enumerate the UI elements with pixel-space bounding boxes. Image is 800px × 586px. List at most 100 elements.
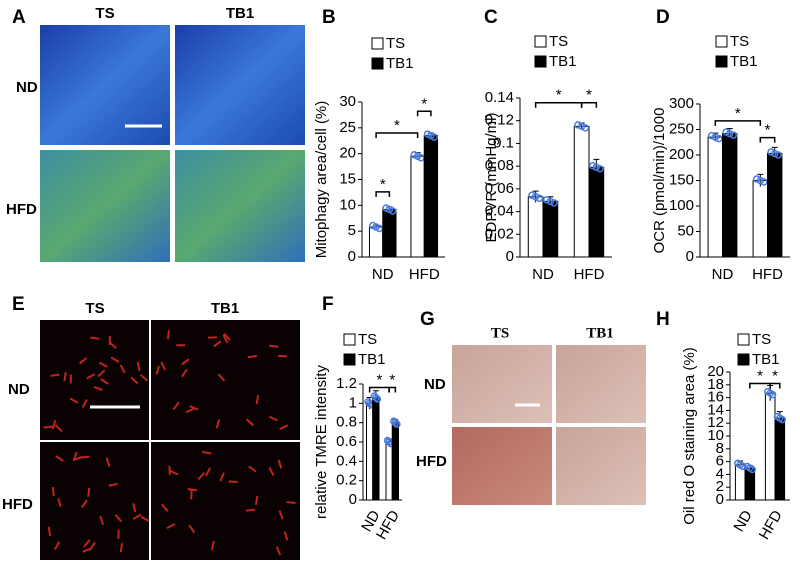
sig-star: *: [394, 117, 400, 134]
y-tick-label: 0: [686, 248, 694, 265]
sig-star: *: [772, 367, 778, 384]
bar: [708, 137, 722, 257]
x-tick-label: HFD: [409, 266, 440, 283]
cell: [246, 510, 255, 511]
sig-star: *: [556, 87, 562, 104]
y-tick-label: 0.4: [336, 452, 357, 469]
legend-label: TS: [386, 35, 405, 52]
legend-label: TB1: [730, 53, 758, 70]
y-axis-title: relative TMRE intensity: [313, 365, 330, 519]
sig-star: *: [380, 176, 386, 193]
x-tick-label: HFD: [752, 266, 783, 283]
cell: [229, 481, 238, 482]
legend-label: TB1: [358, 351, 386, 368]
bar: [735, 465, 745, 500]
y-tick-label: 200: [669, 146, 694, 163]
legend-swatch: [535, 36, 546, 47]
panel-letter: G: [420, 309, 435, 330]
y-tick-label: 0.04: [485, 203, 514, 220]
x-tick-label: HFD: [574, 266, 605, 283]
row-label: ND: [424, 376, 446, 393]
y-tick-label: 10: [339, 196, 356, 213]
panel-letter: A: [12, 7, 26, 28]
x-tick-label: ND: [730, 507, 756, 534]
panel-letter: D: [656, 7, 670, 28]
row-label: HFD: [2, 496, 33, 513]
bar: [383, 209, 396, 257]
x-tick-label: ND: [712, 266, 734, 283]
y-axis-title: Mitophagy area/cell (%): [313, 101, 330, 259]
y-tick-label: 300: [669, 95, 694, 112]
panel-letter: C: [484, 7, 498, 28]
legend-label: TB1: [386, 55, 414, 72]
micrograph: [40, 150, 170, 262]
bar: [392, 423, 398, 500]
cell: [121, 543, 122, 552]
y-tick-label: 0: [348, 248, 356, 265]
column-label: TS: [95, 5, 114, 22]
legend-label: TS: [549, 33, 568, 50]
legend-label: TB1: [549, 53, 577, 70]
y-tick-label: 0.8: [336, 414, 357, 431]
y-tick-label: 250: [669, 120, 694, 137]
legend-swatch: [738, 354, 749, 365]
legend-swatch: [372, 58, 383, 69]
y-axis-title: Oil red O staining area (%): [681, 347, 698, 525]
sig-star: *: [586, 87, 592, 104]
cell: [50, 375, 59, 376]
cell: [269, 346, 278, 347]
bar: [373, 398, 379, 500]
legend-swatch: [344, 354, 355, 365]
y-tick-label: 0.06: [485, 180, 514, 197]
sig-star: *: [421, 95, 427, 112]
y-axis-title: OCR (pmol/min)/1000: [651, 108, 668, 254]
panel-letter: B: [322, 7, 336, 28]
cell: [248, 356, 257, 357]
legend-swatch: [716, 56, 727, 67]
bar: [367, 403, 373, 500]
x-tick-label: ND: [372, 266, 394, 283]
x-tick-label: ND: [532, 266, 554, 283]
legend-swatch: [716, 36, 727, 47]
sig-star: *: [757, 367, 763, 384]
column-label: TS: [491, 325, 509, 341]
micrograph: [556, 345, 646, 423]
panel-letter: E: [12, 294, 25, 315]
bar: [768, 153, 782, 257]
y-tick-label: 0: [349, 491, 357, 508]
bar: [589, 167, 604, 257]
legend-swatch: [344, 334, 355, 345]
y-tick-label: 0.6: [336, 433, 357, 450]
cell: [80, 457, 89, 458]
micrograph: [452, 345, 552, 423]
micrograph: [175, 25, 305, 145]
cell: [53, 487, 54, 496]
bar: [765, 393, 775, 500]
legend-label: TS: [752, 331, 771, 348]
bar: [411, 156, 424, 257]
legend-label: TS: [730, 33, 749, 50]
panel-letter: F: [322, 294, 334, 315]
y-tick-label: 150: [669, 171, 694, 188]
cell: [64, 372, 65, 381]
sig-star: *: [735, 105, 741, 122]
legend-swatch: [372, 38, 383, 49]
cell: [188, 489, 197, 490]
y-tick-label: 100: [669, 197, 694, 214]
cell: [278, 356, 287, 357]
micrograph: [175, 150, 305, 262]
bar: [723, 134, 737, 257]
bar: [574, 126, 589, 257]
y-tick-label: 0.02: [485, 225, 514, 242]
y-tick-label: 20: [707, 363, 724, 380]
y-tick-label: 30: [339, 93, 356, 110]
cell: [88, 488, 89, 497]
legend-label: TS: [358, 331, 377, 348]
bar: [528, 197, 543, 257]
y-tick-label: 1: [349, 394, 357, 411]
row-label: ND: [8, 381, 30, 398]
y-tick-label: 0: [506, 248, 514, 265]
legend-swatch: [738, 334, 749, 345]
y-tick-label: 0.08: [485, 157, 514, 174]
